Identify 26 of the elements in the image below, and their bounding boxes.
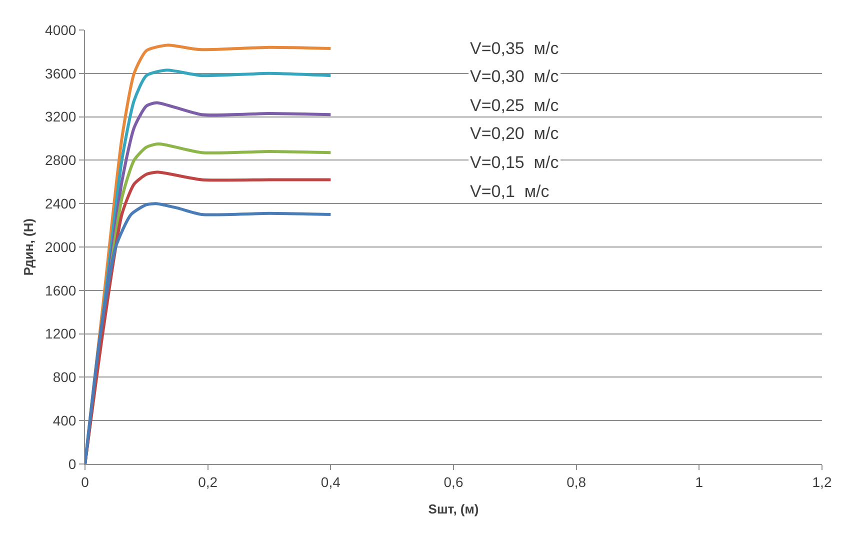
x-tick-label: 1,2: [812, 474, 832, 490]
x-tick-label: 0: [81, 474, 90, 490]
x-tick-label: 0,2: [198, 474, 218, 490]
annotation: V=0,30 м/с: [470, 67, 560, 86]
y-tick-label: 800: [52, 369, 76, 386]
annotation: V=0,15 м/с: [470, 153, 560, 172]
y-tick-label: 0: [68, 456, 76, 472]
y-tick-label: 2400: [45, 196, 76, 212]
annotation: V=0,20 м/с: [470, 124, 560, 143]
x-axis-title: Sшт, (м): [428, 501, 479, 516]
x-tick-label: 0,8: [566, 474, 586, 490]
y-axis-title: Рдин, (Н): [20, 218, 36, 276]
y-tick-label: 4000: [45, 22, 76, 38]
x-tick-label: 1: [695, 474, 704, 490]
y-tick-label: 2000: [45, 238, 76, 255]
annotation: V=0,1 м/с: [470, 182, 550, 201]
y-tick-label: 400: [52, 412, 76, 428]
x-tick-label: 0,4: [320, 474, 341, 490]
x-tick-label: 0,6: [444, 474, 464, 490]
y-tick-label: 2800: [45, 152, 76, 168]
y-tick-label: 1200: [45, 326, 76, 342]
y-tick-label: 3200: [45, 108, 76, 125]
y-tick-label: 1600: [45, 282, 76, 298]
y-tick-label: 3600: [45, 65, 76, 82]
annotation: V=0,35 м/с: [470, 39, 560, 58]
annotation: V=0,25 м/с: [470, 96, 560, 115]
